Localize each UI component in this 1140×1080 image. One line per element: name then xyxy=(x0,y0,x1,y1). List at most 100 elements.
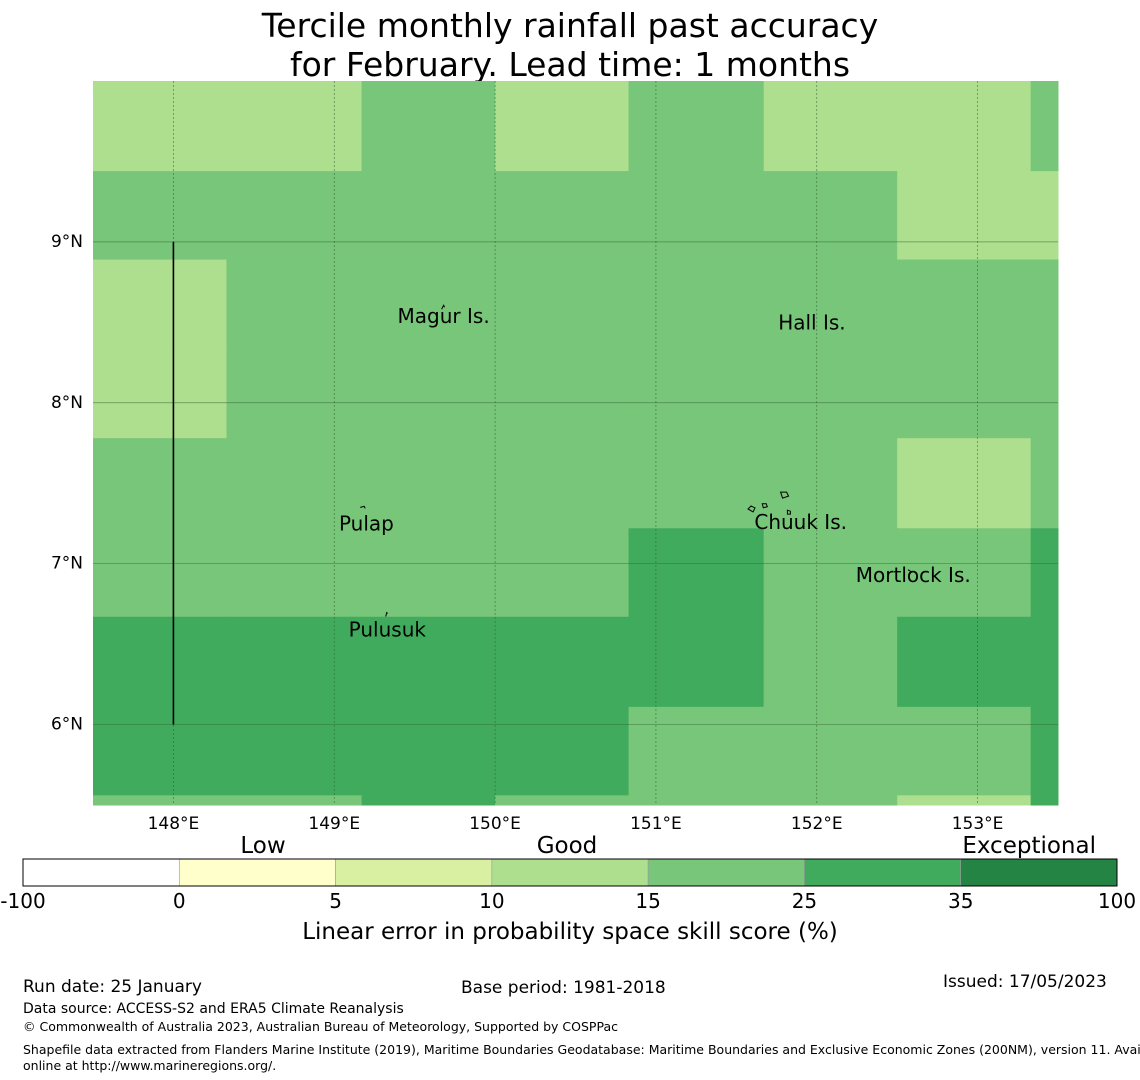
place-label: Magur Is. xyxy=(398,304,490,328)
place-label: Hall Is. xyxy=(778,310,845,334)
skill-cell xyxy=(628,795,765,806)
skill-cell xyxy=(93,171,227,261)
skill-cell xyxy=(763,349,898,439)
colorbar-tick-label: 5 xyxy=(329,889,342,913)
skill-cell xyxy=(226,438,363,529)
colorbar-tick-label: 35 xyxy=(948,889,973,913)
skill-cell xyxy=(897,349,1032,439)
skill-cell xyxy=(495,171,630,261)
skill-cell xyxy=(226,528,363,618)
skill-cell xyxy=(628,259,765,351)
skill-cell xyxy=(226,616,363,708)
skill-cell xyxy=(897,706,1032,796)
island-outline xyxy=(441,304,446,310)
skill-cell xyxy=(897,528,1032,618)
skill-cell xyxy=(628,528,765,618)
skill-cell xyxy=(93,81,227,172)
colorbar-category-label: Exceptional xyxy=(962,833,1096,859)
skill-cell xyxy=(495,438,630,529)
island-outline xyxy=(385,611,389,617)
skill-cell xyxy=(897,81,1032,172)
skill-cell xyxy=(361,795,496,806)
colorbar-tick-label: 10 xyxy=(479,889,504,913)
skill-cell xyxy=(897,171,1032,261)
skill-cell xyxy=(1030,528,1059,618)
colorbar-tick-label: 15 xyxy=(635,889,660,913)
skill-cell xyxy=(1030,171,1059,261)
colorbar-segment xyxy=(804,858,962,887)
skill-cell xyxy=(361,171,496,261)
colorbar-tick-label: 100 xyxy=(1098,889,1136,913)
skill-cell xyxy=(763,81,898,172)
skill-cell xyxy=(495,349,630,439)
skill-cell xyxy=(1030,259,1059,351)
skill-cell xyxy=(763,616,898,708)
island-outline xyxy=(761,503,768,509)
colorbar-frame xyxy=(22,858,1118,887)
skill-cell xyxy=(1030,706,1059,796)
skill-cell xyxy=(361,616,496,708)
issued-date: Issued: 17/05/2023 xyxy=(943,972,1107,992)
skill-cell xyxy=(897,259,1032,351)
place-label: Mortlock Is. xyxy=(856,563,971,587)
skill-cell xyxy=(361,81,496,172)
skill-cell xyxy=(93,259,227,351)
latitude-tick-label: 7°N xyxy=(51,554,83,574)
latitude-tick-label: 8°N xyxy=(51,393,83,413)
latitude-tick-label: 6°N xyxy=(51,715,83,735)
island-outline xyxy=(786,509,791,515)
skill-cell xyxy=(226,81,363,172)
base-period: Base period: 1981-2018 xyxy=(461,978,666,998)
skill-cell xyxy=(897,616,1032,708)
skill-cell xyxy=(1030,81,1059,172)
longitude-tick-label: 150°E xyxy=(469,814,521,834)
run-date: Run date: 25 January xyxy=(23,977,202,997)
map-title-line-1: Tercile monthly rainfall past accuracy xyxy=(261,6,879,45)
skill-cell xyxy=(495,528,630,618)
skill-cell xyxy=(628,706,765,796)
skill-cell xyxy=(628,616,765,708)
skill-cell xyxy=(93,438,227,529)
island-outline xyxy=(360,505,366,509)
skill-cell xyxy=(93,706,227,796)
colorbar-segment xyxy=(335,858,493,887)
data-source: Data source: ACCESS-S2 and ERA5 Climate … xyxy=(23,1001,404,1017)
skill-cell xyxy=(93,616,227,708)
skill-cell xyxy=(495,616,630,708)
shapefile-credit-line-1: Shapefile data extracted from Flanders M… xyxy=(23,1042,1140,1057)
skill-cell xyxy=(93,528,227,618)
skill-cell xyxy=(763,171,898,261)
longitude-tick-label: 148°E xyxy=(148,814,200,834)
skill-cell xyxy=(93,349,227,439)
longitude-tick-label: 149°E xyxy=(308,814,360,834)
colorbar-segment xyxy=(178,858,336,887)
colorbar-category-label: Good xyxy=(537,833,598,859)
skill-cell xyxy=(628,171,765,261)
skill-cell xyxy=(897,795,1032,806)
skill-cell xyxy=(495,259,630,351)
skill-cell xyxy=(1030,438,1059,529)
skill-cell xyxy=(361,528,496,618)
skill-cell xyxy=(495,81,630,172)
colorbar-tick-label: 25 xyxy=(792,889,817,913)
place-label: Pulusuk xyxy=(349,618,427,642)
island-outline xyxy=(779,491,790,499)
colorbar-tick-label: 0 xyxy=(173,889,186,913)
place-label: Pulap xyxy=(339,512,394,536)
longitude-tick-label: 153°E xyxy=(952,814,1004,834)
map-title-line-2: for February. Lead time: 1 months xyxy=(289,45,851,84)
colorbar-segment xyxy=(647,858,805,887)
skill-cell xyxy=(628,349,765,439)
colorbar-category-label: Low xyxy=(240,833,285,859)
skill-cell xyxy=(361,259,496,351)
skill-cell xyxy=(628,438,765,529)
skill-cell xyxy=(495,795,630,806)
skill-cell xyxy=(226,349,363,439)
skill-cell xyxy=(763,438,898,529)
island-outline xyxy=(747,505,756,513)
colorbar-tick-label: -100 xyxy=(0,889,45,913)
colorbar-segment xyxy=(22,858,180,887)
skill-cell xyxy=(763,706,898,796)
skill-cell xyxy=(226,171,363,261)
skill-cell xyxy=(1030,795,1059,806)
